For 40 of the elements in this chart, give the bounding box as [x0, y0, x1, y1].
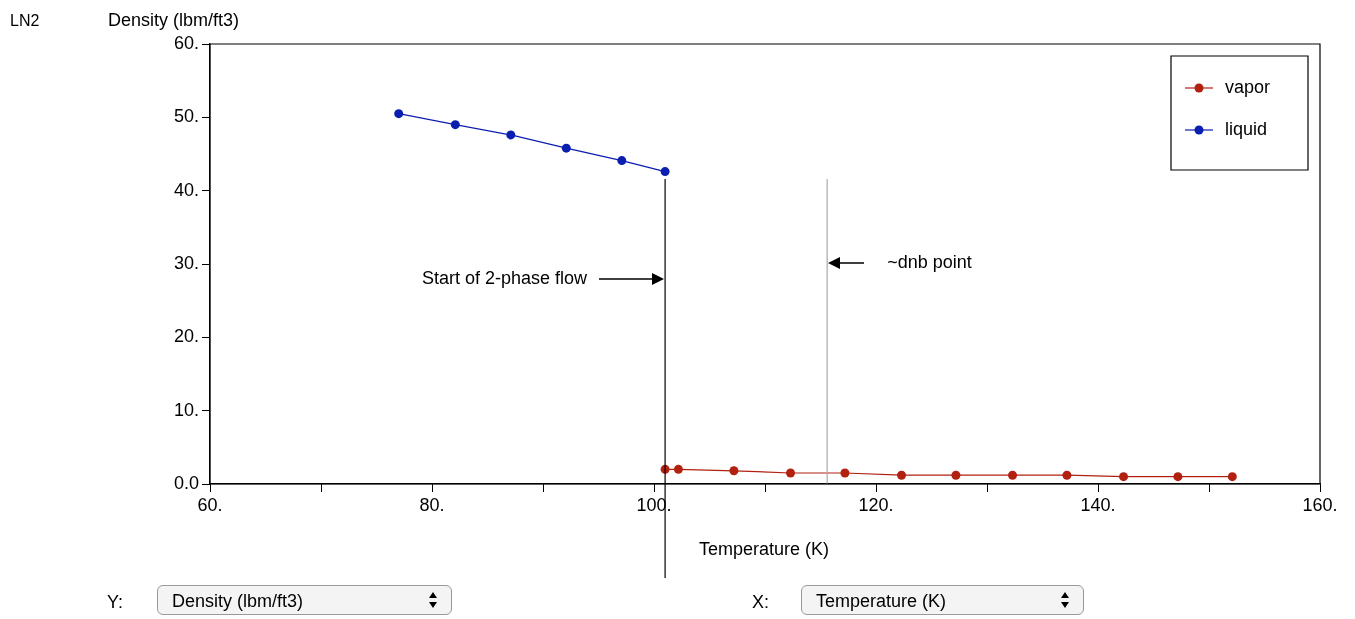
point — [617, 156, 627, 166]
point — [450, 120, 460, 130]
y-axis-title: Density (lbm/ft3) — [108, 10, 240, 30]
y-tick-label: 20. — [173, 326, 199, 347]
legend-label: vapor — [1225, 76, 1271, 97]
y-tick-label: 60. — [173, 32, 199, 53]
point — [673, 464, 683, 474]
y-tick-label: 10. — [173, 399, 199, 420]
x-tick-label: 140. — [1080, 494, 1116, 515]
dropdown: Temperature (K) — [801, 585, 1084, 615]
x-tick-label: 160. — [1302, 494, 1338, 515]
point — [897, 470, 907, 480]
y-tick-label: 0.0 — [173, 472, 199, 493]
x-tick-label: 80. — [419, 494, 445, 515]
point — [561, 143, 571, 153]
point — [1062, 470, 1072, 480]
point — [786, 468, 796, 478]
text: Y: — [107, 592, 124, 613]
point — [1227, 472, 1237, 482]
point — [840, 468, 850, 478]
annotation: ~dnb point — [887, 251, 972, 272]
y-tick-label: 30. — [173, 252, 199, 273]
legend-label: liquid — [1225, 118, 1268, 139]
y-tick-label: 40. — [173, 179, 199, 200]
point — [660, 167, 670, 177]
text: X: — [752, 592, 770, 613]
x-tick-label: 120. — [858, 494, 894, 515]
point — [1173, 472, 1183, 482]
point — [729, 466, 739, 476]
annotation: Start of 2-phase flow — [422, 267, 589, 288]
dropdown: Density (lbm/ft3) — [157, 585, 452, 615]
point — [394, 109, 404, 119]
point — [506, 130, 516, 140]
text: LN2 — [10, 12, 40, 29]
y-tick-label: 50. — [173, 106, 199, 127]
point — [1008, 470, 1018, 480]
x-axis-title: Temperature (K) — [698, 539, 830, 559]
x-tick-label: 60. — [197, 494, 223, 515]
point — [951, 470, 961, 480]
point — [1119, 472, 1129, 482]
